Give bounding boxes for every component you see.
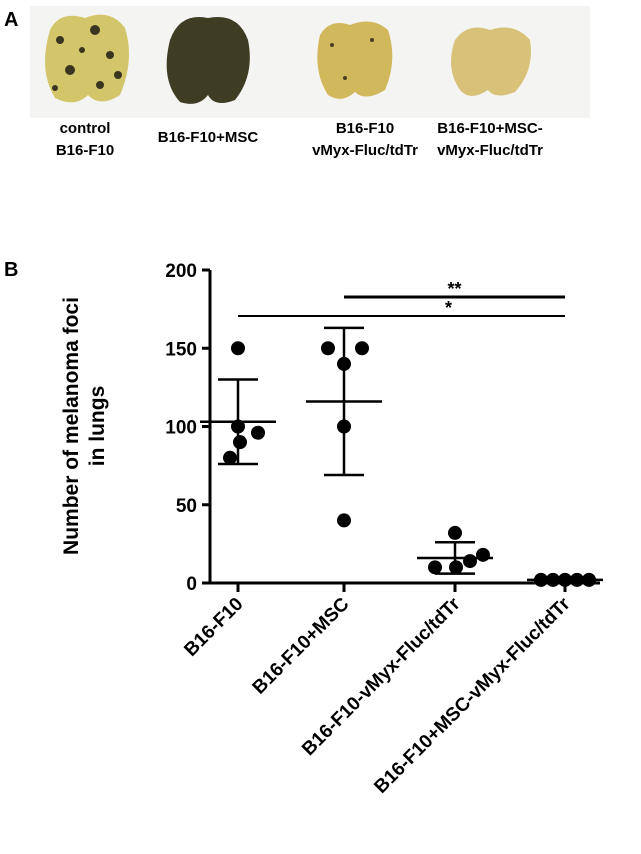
significance-label: **	[447, 279, 461, 299]
y-tick-label: 200	[165, 261, 197, 282]
x-tick-label: B16-F10	[180, 594, 247, 661]
y-tick-label: 150	[165, 339, 197, 360]
photo-caption: vMyx-Fluc/tdTr	[437, 142, 543, 159]
data-point	[428, 560, 442, 575]
y-axis-label: Number of melanoma foci	[60, 297, 83, 555]
data-point	[448, 525, 462, 540]
photo-caption: vMyx-Fluc/tdTr	[312, 142, 418, 159]
data-point	[251, 425, 265, 440]
panel-label: B	[4, 259, 18, 281]
data-point	[463, 554, 477, 569]
data-point	[337, 513, 351, 528]
data-point	[355, 341, 369, 356]
x-tick-label: B16-F10+MSC	[249, 593, 354, 698]
significance-label: *	[445, 298, 452, 318]
y-axis-label: in lungs	[86, 386, 109, 467]
photo-caption: B16-F10	[336, 120, 394, 137]
data-point	[231, 341, 245, 356]
x-tick-label: B16-F10+MSC-vMyx-Fluc/tdTr	[370, 593, 575, 798]
y-tick-label: 50	[176, 496, 197, 517]
y-tick-label: 0	[186, 574, 197, 595]
data-point	[223, 450, 237, 465]
panel-label: A	[4, 9, 18, 31]
y-tick-label: 100	[165, 418, 197, 439]
data-point	[233, 435, 247, 450]
data-point	[321, 341, 335, 356]
lung-photos	[30, 6, 590, 118]
data-point	[476, 547, 490, 562]
photo-caption: B16-F10+MSC	[158, 129, 259, 146]
photo-caption: B16-F10	[56, 142, 114, 159]
photo-caption: control	[60, 120, 111, 137]
photo-caption: B16-F10+MSC-	[437, 120, 542, 137]
